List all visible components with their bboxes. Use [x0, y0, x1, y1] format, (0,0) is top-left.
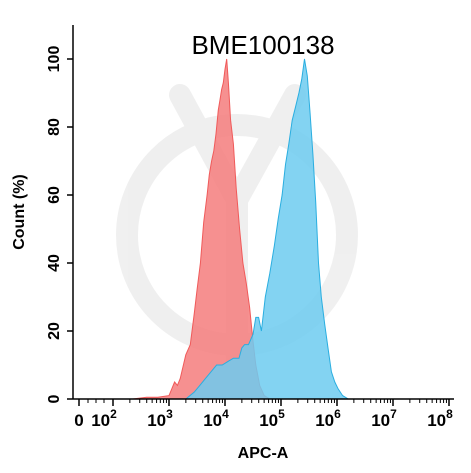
y-tick-label: 40	[46, 254, 63, 272]
y-tick-label: 0	[46, 394, 63, 403]
y-tick-label: 60	[46, 186, 63, 204]
x-tick-label: 106	[315, 407, 341, 430]
y-tick-label: 100	[46, 46, 63, 73]
series-1-area	[132, 58, 272, 400]
x-tick-label: 107	[371, 407, 397, 430]
x-tick-label: 104	[203, 407, 229, 430]
x-axis-title: APC-A	[238, 445, 289, 462]
y-tick-label: 80	[46, 118, 63, 136]
plot-area	[132, 58, 350, 400]
x-tick-label: 0	[74, 411, 83, 430]
y-axis-ticks: 0 20 40 60 80 100	[46, 46, 73, 403]
x-tick-label: 108	[427, 407, 453, 430]
y-axis-title: Count (%)	[11, 174, 28, 250]
x-tick-label: 105	[259, 407, 285, 430]
x-tick-label: 103	[147, 407, 173, 430]
series-2-area	[184, 58, 350, 400]
chart-title: BME100138	[191, 30, 334, 60]
x-axis-ticks: 0 102 103 104 105 106 107 108	[74, 399, 453, 430]
y-tick-label: 20	[46, 322, 63, 340]
x-tick-label: 102	[91, 407, 117, 430]
